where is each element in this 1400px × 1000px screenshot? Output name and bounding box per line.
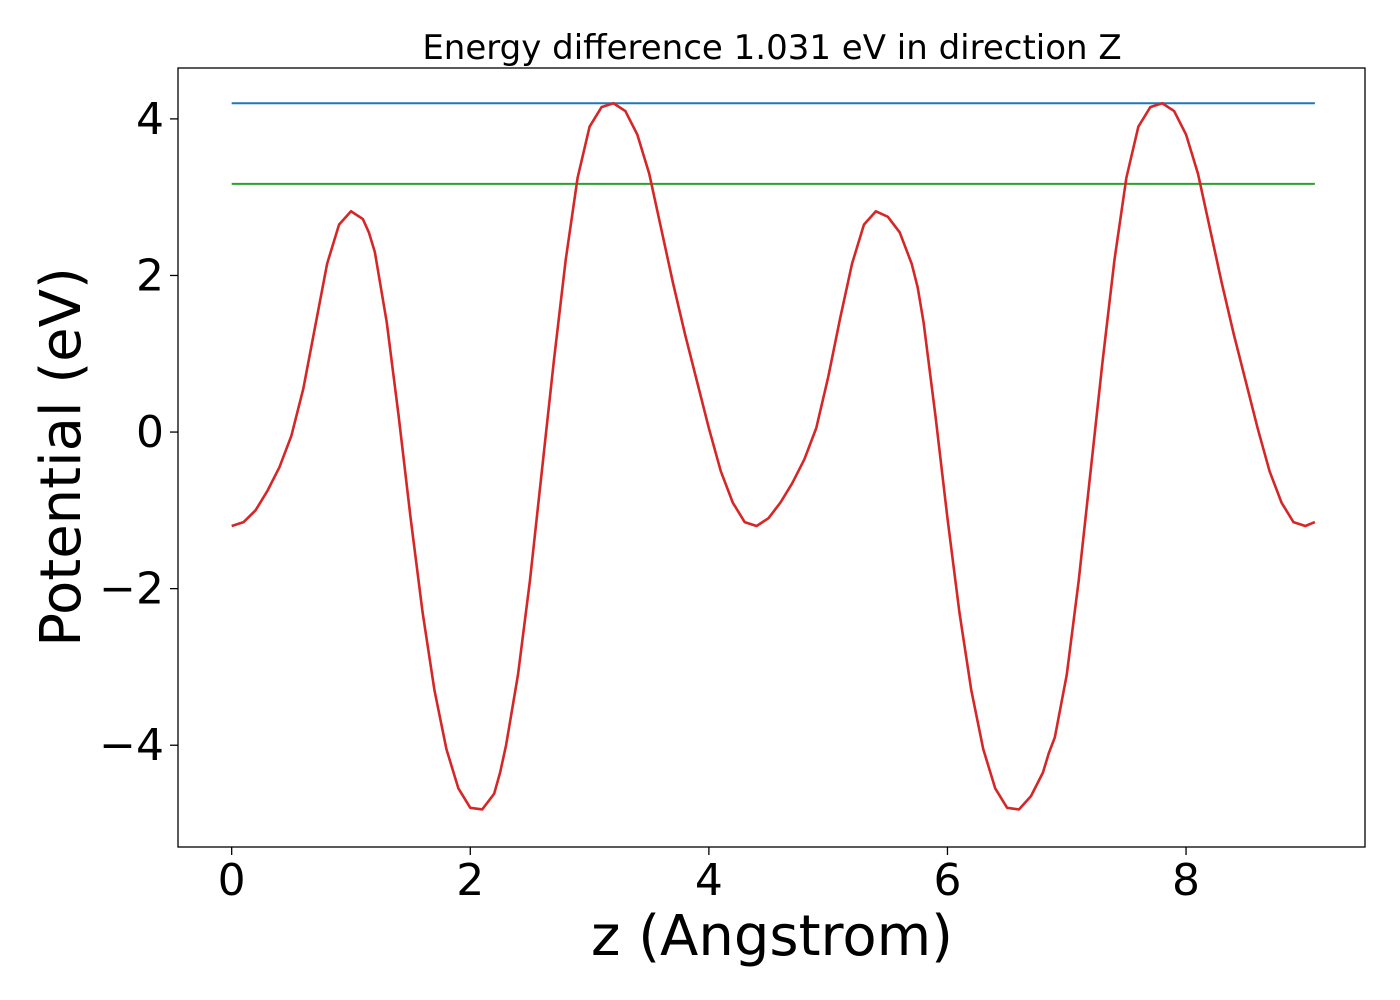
x-tick-label: 6 [933, 855, 961, 906]
x-tick-label: 2 [456, 855, 484, 906]
series-line-3 [231, 101, 1316, 811]
y-axis-label: Potential (eV) [29, 267, 94, 647]
y-tick-label: 4 [136, 94, 164, 145]
y-tick-label: −2 [99, 564, 164, 615]
x-tick-label: 8 [1172, 855, 1200, 906]
plot-frame [177, 67, 1366, 848]
y-tick-label: −4 [99, 720, 164, 771]
y-tick-label: 2 [136, 250, 164, 301]
x-tick-label: 4 [695, 855, 723, 906]
x-axis-label: z (Angstrom) [591, 904, 953, 969]
series-layer [231, 101, 1316, 811]
x-tick-label: 0 [218, 855, 246, 906]
x-axis-ticks: 0 2 4 6 8 [218, 847, 1200, 906]
chart-title: Energy difference 1.031 eV in direction … [422, 28, 1121, 68]
y-tick-label: 0 [136, 407, 164, 458]
y-axis-ticks: −4 −2 0 2 4 [99, 94, 178, 771]
